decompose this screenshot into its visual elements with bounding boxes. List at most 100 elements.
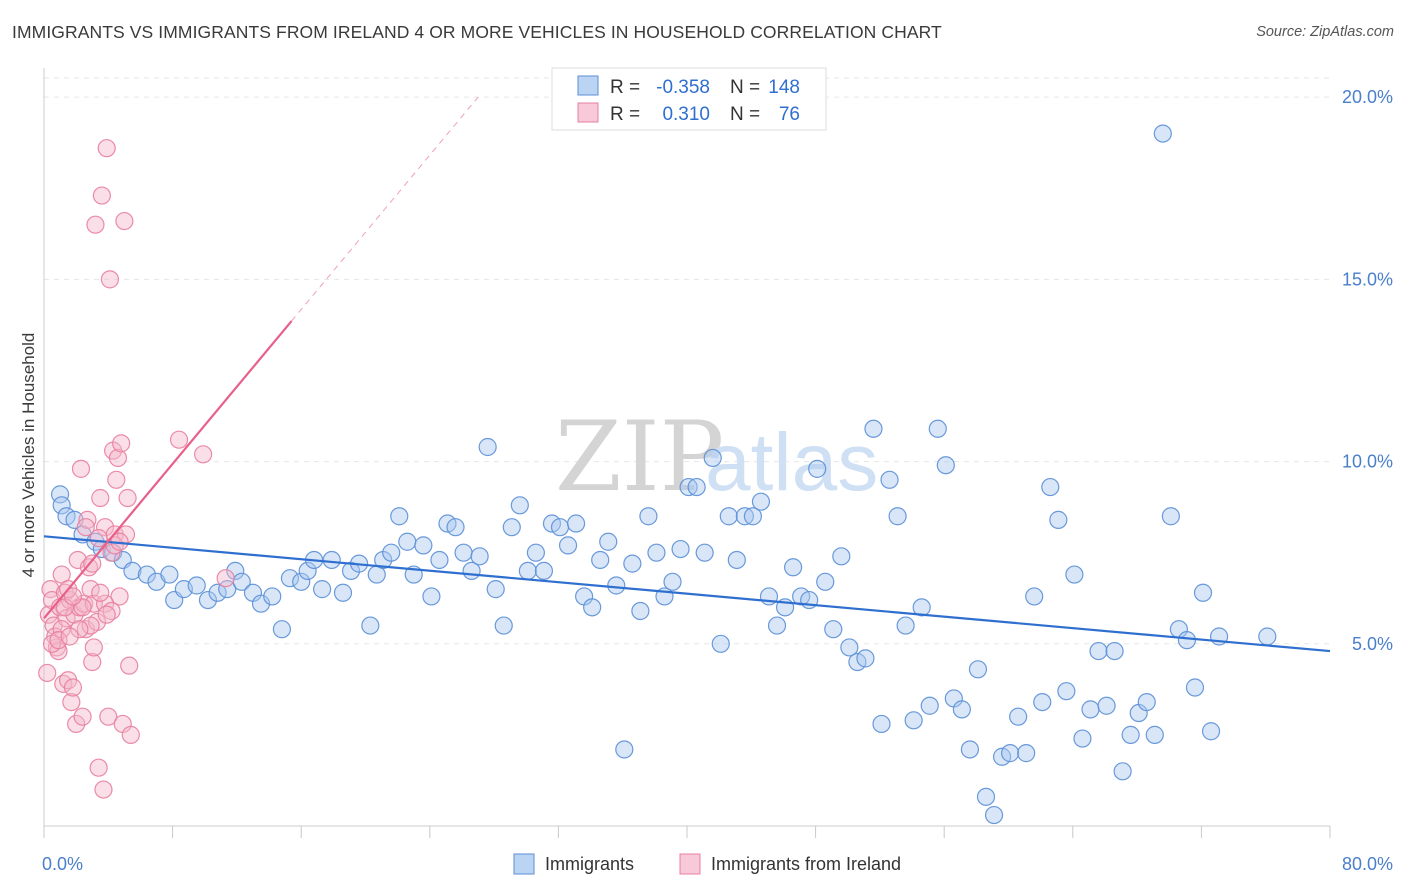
immigrants-point-124 [1081,700,1100,719]
immigrants-point-90 [808,459,827,478]
immigrants-point-120 [1049,510,1068,529]
immigrants-point-101 [896,616,915,635]
immigrants-point-125 [1089,641,1108,661]
y-axis-label: 4 or more Vehicles in Household [19,333,38,578]
ireland-point-21 [71,459,91,478]
immigrants-point-29 [312,580,332,599]
ireland-point-34 [92,186,111,205]
immigrants-point-96 [856,649,875,668]
immigrants-point-43 [430,550,449,570]
immigrants-point-99 [880,470,899,489]
immigrants-point-65 [607,576,626,595]
ireland-point-55 [216,569,235,588]
immigrants-point-97 [864,419,883,438]
ireland-point-45 [110,587,129,606]
immigrants-point-15 [187,576,206,595]
immigrants-point-92 [824,620,843,639]
immigrants-point-37 [382,543,401,562]
immigrants-point-93 [832,547,851,566]
immigrants-point-58 [550,518,570,537]
stats-r-label-2: R = [610,104,640,125]
immigrants-point-66 [615,740,634,759]
ireland-point-33 [91,488,110,508]
immigrants-point-134 [1161,507,1180,526]
ireland-point-59 [81,616,100,635]
immigrants-point-42 [422,587,441,606]
immigrants-point-117 [1025,587,1044,606]
ireland-point-37 [97,139,116,158]
stats-n-value-2: 76 [779,104,800,125]
immigrants-point-121 [1057,682,1076,701]
y-tick-label-3: 20.0% [1342,87,1393,107]
trend-lines [43,96,1331,653]
stats-n-label-1: N = [730,77,760,98]
immigrants-point-1 [52,496,71,515]
immigrants-point-128 [1113,762,1132,781]
ireland-points [38,139,235,799]
ireland-point-16 [63,678,83,697]
immigrants-point-87 [783,558,803,577]
watermark-zip: ZIP [555,401,724,513]
ireland-point-28 [83,652,102,672]
immigrants-point-63 [591,550,610,570]
immigrants-point-55 [526,543,545,562]
immigrants-point-50 [486,580,505,599]
immigrants-point-102 [904,711,923,730]
immigrants-point-138 [1193,583,1213,602]
ireland-point-70 [83,554,102,573]
ireland-point-15 [62,692,81,712]
immigrants-point-94 [840,638,859,657]
immigrants-point-22 [251,594,271,613]
immigrants-point-119 [1041,477,1060,497]
watermark-atlas: atlas [705,417,878,508]
immigrants-point-54 [518,561,537,581]
immigrants-point-83 [751,492,771,511]
ireland-point-25 [78,510,97,529]
watermark: ZIP atlas [555,401,878,513]
legend-swatch-ireland [679,853,701,875]
immigrants-point-25 [280,569,300,588]
immigrants-point-80 [727,550,746,570]
ireland-point-71 [91,583,110,602]
immigrants-point-49 [478,437,497,457]
immigrants-point-136 [1177,631,1197,650]
immigrants-point-118 [1033,692,1052,712]
immigrants-point-26 [292,572,311,591]
ireland-point-18 [67,714,86,734]
ireland-point-39 [100,270,120,289]
ireland-point-51 [120,656,139,675]
immigrants-point-38 [390,507,409,526]
immigrants-point-98 [872,714,891,734]
immigrants-point-17 [208,583,227,602]
immigrants-point-60 [566,514,586,533]
immigrants-point-79 [719,507,738,526]
ireland-point-44 [108,448,128,468]
ireland-point-53 [169,430,189,449]
gridlines [44,77,1330,645]
x-tick-labels: 0.0% 80.0% [42,854,1393,874]
immigrants-point-62 [583,598,602,617]
ireland-point-54 [194,445,213,464]
ireland-point-75 [60,627,79,646]
immigrants-point-3 [65,510,84,529]
ireland-point-1 [39,605,58,624]
ireland-trend-line [43,320,293,619]
ireland-point-52 [121,725,140,744]
immigrants-point-64 [599,532,618,551]
immigrants-point-27 [298,561,317,581]
axes [43,68,1331,838]
immigrants-point-19 [226,561,245,581]
immigrants-point-104 [920,696,939,715]
ireland-point-38 [99,707,118,726]
immigrants-point-41 [414,536,433,555]
immigrants-point-70 [647,543,666,562]
legend: Immigrants Immigrants from Ireland [513,853,901,875]
immigrants-point-76 [695,543,714,562]
immigrants-point-69 [639,507,658,526]
ireland-point-72 [97,605,116,624]
immigrants-trend-line [43,535,1331,653]
legend-label-immigrants: Immigrants [545,854,634,874]
immigrants-point-85 [767,616,787,635]
immigrants-point-10 [137,565,156,584]
